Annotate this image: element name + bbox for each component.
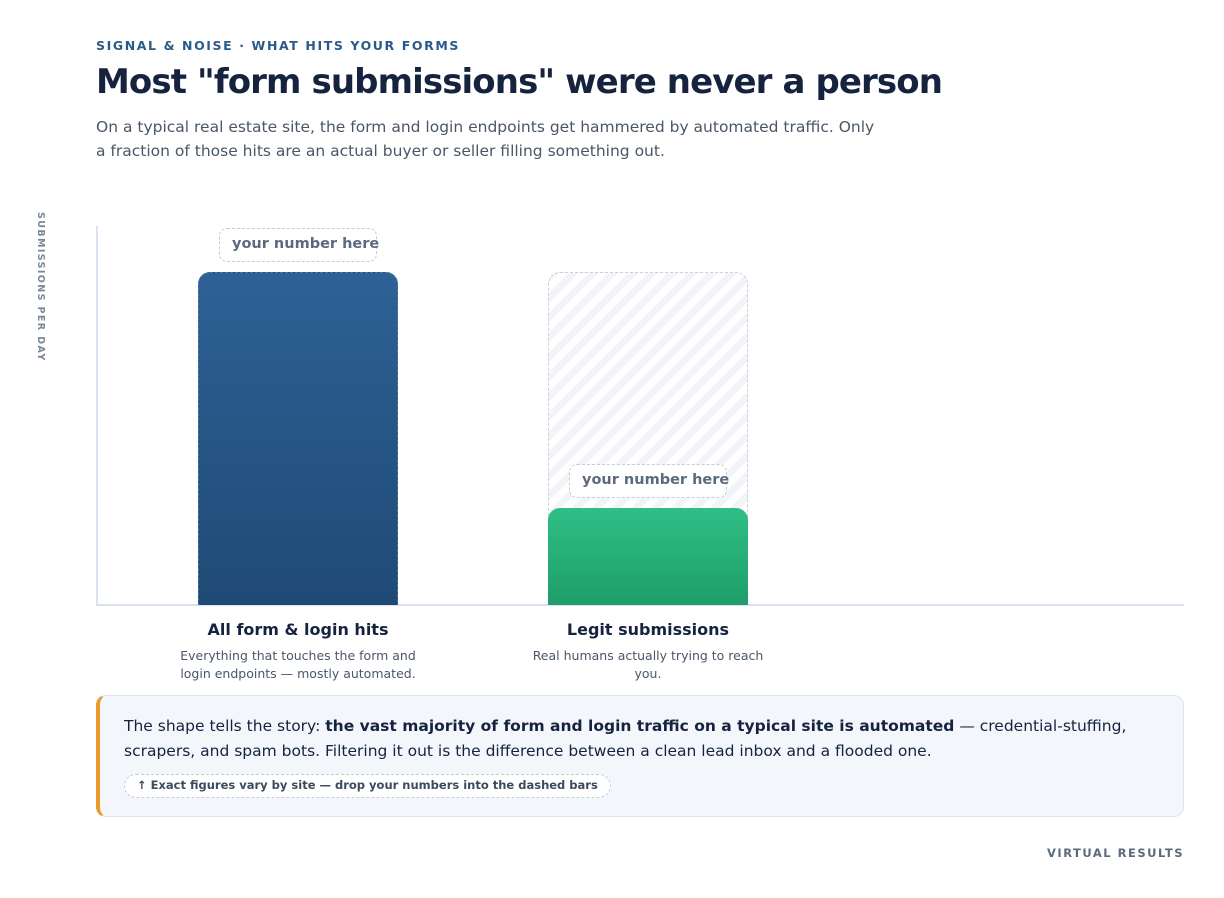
eyebrow: SIGNAL & NOISE · WHAT HITS YOUR FORMS (96, 38, 460, 53)
value-placeholder-label: your number here (219, 228, 379, 262)
callout: The shape tells the story: the vast majo… (96, 695, 1184, 817)
callout-note: ↑ Exact figures vary by site — drop your… (124, 774, 611, 798)
y-axis-label: SUBMISSIONS PER DAY (35, 212, 46, 362)
bar (198, 272, 398, 605)
page-subtitle: On a typical real estate site, the form … (96, 118, 875, 160)
category-description: Everything that touches the form and log… (180, 648, 416, 681)
category-name: All form & login hits (207, 620, 389, 639)
y-axis-line (96, 226, 98, 606)
bar (548, 508, 748, 605)
callout-text: The shape tells the story: the vast majo… (124, 714, 1159, 764)
brand-footer: VIRTUAL RESULTS (1047, 846, 1184, 860)
callout-rest: — credential-stuffing, scrapers, and spa… (124, 717, 1127, 760)
category-label: Legit submissions Real humans actually tr… (528, 620, 768, 683)
category-name: Legit submissions (566, 620, 730, 639)
value-placeholder-label: your number here (569, 464, 729, 498)
category-label: All form & login hits Everything that tou… (178, 620, 418, 683)
callout-emphasis: the vast majority of form and login traf… (325, 717, 955, 735)
callout-lead: The shape tells the story: (124, 717, 326, 735)
category-description: Real humans actually trying to reach you… (532, 648, 764, 681)
page-title: Most "form submissions" were never a per… (96, 62, 943, 102)
x-axis-line (96, 604, 1184, 606)
